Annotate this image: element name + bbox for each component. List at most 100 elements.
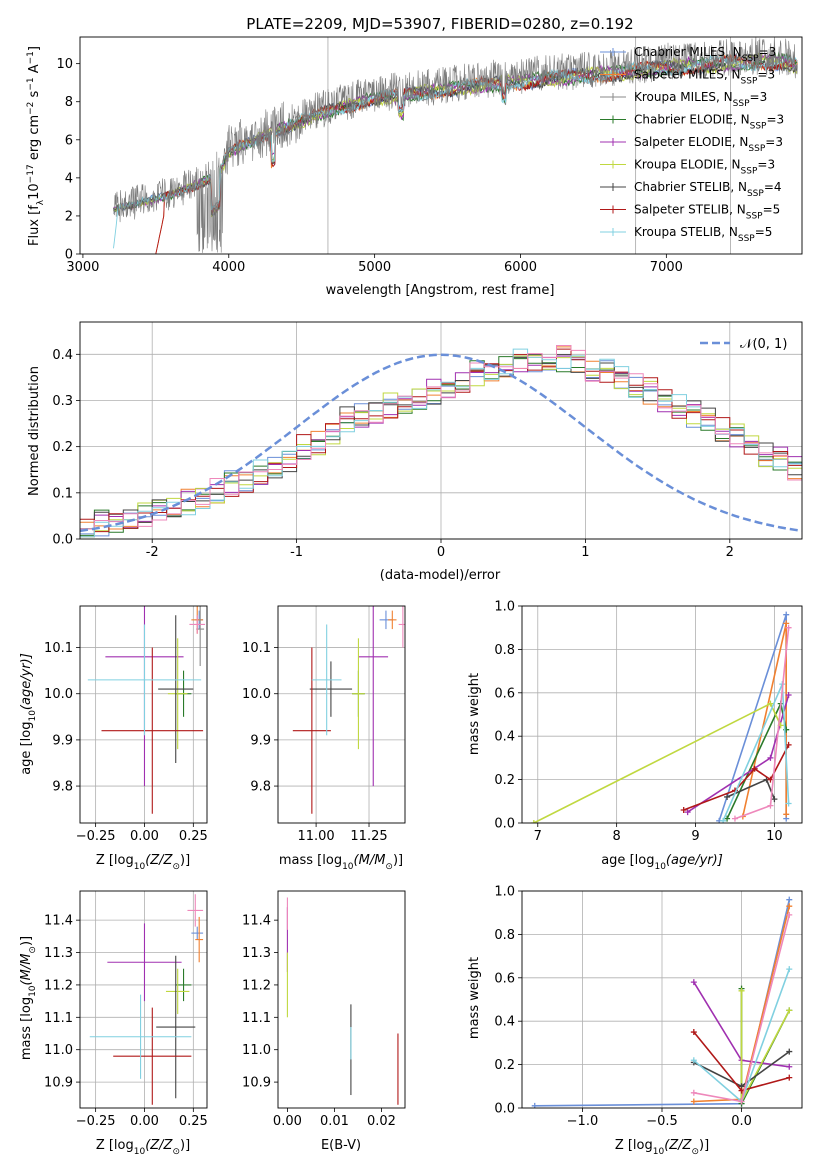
mass-vs-z-xlabel: Z [log10(Z/Z⊙)] [96,1138,190,1157]
weight-vs-z-panel-point-marker [690,1098,697,1105]
spectrum-legend-entry-part: =4 [764,180,782,194]
weight-vs-age-xlabel-part: age [log [601,853,654,868]
mass-vs-z-panel-ytick-label: 11.3 [44,946,73,961]
spectrum-title: PLATE=2209, MJD=53907, FIBERID=0280, z=0… [246,15,633,33]
spectrum-panel-xtick-label: 7000 [650,260,683,275]
spectrum-ylabel-part: A [27,64,42,77]
spectrum-ylabel-part: −1 [26,51,36,64]
mass-vs-ebv-panel-ytick-label: 11.4 [242,914,271,929]
age-vs-z-panel-ytick-label: 9.8 [52,780,73,795]
age-vs-mass-panel: 11.00 11.25 9.8 9.9 10.0 10.1 [242,606,405,844]
spectrum-legend-entry: Chabrier ELODIE, NSSP=3 [634,113,784,132]
age-vs-z-panel-frame [79,605,208,824]
spectrum-legend-entry-part: =3 [766,113,784,127]
mass-vs-z-ylabel-part: ⊙ [28,946,38,954]
residual-panel-frame [79,321,803,540]
weight-vs-z-panel: −1.0 −0.5 0.0 0.0 0.2 0.4 0.6 0.8 1.0 [494,885,802,1129]
spectrum-legend-entry-part: SSP [750,122,767,132]
mass-vs-z-ylabel-part: 10 [28,985,38,997]
mass-vs-z-xlabel-part: (Z/Z [145,1138,173,1153]
weight-vs-age-panel-point-marker [724,793,731,800]
age-vs-z-panel-xtick-label: 0.00 [130,829,159,844]
age-vs-z-panel-xtick-label: 0.25 [179,829,208,844]
residual-panel-xtick-label: -2 [146,545,159,560]
weight-vs-age-panel-point-marker [767,754,774,761]
spectrum-panel-ytick-label: 2 [65,209,73,224]
mass-vs-z-panel: −0.25 0.00 0.25 10.9 11.0 11.1 11.2 11.3 11.4 [44,891,208,1129]
mass-vs-z-ylabel-part: mass [log [19,997,34,1060]
spectrum-legend-entry-part: =3 [765,135,783,149]
residual-panel-xtick-label: 0 [437,545,445,560]
residual-legend-entry: 𝒩(0, 1) [740,337,787,352]
spectrum-ylabel-part: −2 [26,102,36,115]
age-vs-z-panel: −0.25 0.00 0.25 9.8 9.9 10.0 10.1 [44,606,208,844]
residual-xlabel: (data-model)/error [380,568,501,583]
spectrum-ylabel-part: erg cm [27,115,42,164]
spectrum-legend-entry: Salpeter ELODIE, NSSP=3 [634,135,783,154]
residual-panel-xtick-label: -1 [290,545,303,560]
spectrum-legend-entry: Kroupa STELIB, NSSP=5 [634,225,772,244]
weight-vs-z-panel-point-marker [786,966,793,973]
spectrum-ylabel-part: 10 [27,183,42,200]
weight-vs-age-panel-point-marker [751,765,758,772]
mass-vs-z-panel-ytick-label: 11.2 [44,978,73,993]
mass-vs-z-panel-ytick-label: 11.0 [44,1043,73,1058]
weight-vs-z-panel-point-marker [786,1048,793,1055]
spectrum-panel-ytick-label: 10 [56,57,73,72]
spectrum-legend-entry-part: SSP [738,234,755,244]
weight-vs-z-panel-point-marker [738,1098,745,1105]
residual-panel-xtick-label: 1 [581,545,589,560]
age-vs-mass-xlabel: mass [log10(M/M⊙)] [279,853,403,872]
age-vs-z-panel-ytick-label: 10.1 [44,641,73,656]
weight-vs-age-panel: 7 8 9 10 0.0 0.2 0.4 0.6 0.8 1.0 [494,600,802,844]
age-vs-mass-xlabel-part: 10 [342,862,354,872]
weight-vs-z-xlabel-part: Z [log [615,1138,653,1153]
weight-vs-z-xlabel-part: 10 [653,1147,665,1157]
spectrum-legend-entry-part: Chabrier ELODIE, N [634,113,750,127]
weight-vs-z-panel-point-marker [690,1057,697,1064]
age-vs-mass-xlabel-part: )] [393,853,403,868]
age-vs-z-xlabel-part: )] [180,853,190,868]
mass-vs-z-panel-xtick-label: −0.25 [76,1114,116,1129]
weight-vs-age-panel-point-marker [680,806,687,813]
residual-ylabel: Normed distribution [27,366,42,496]
spectrum-legend-entry: Salpeter STELIB, NSSP=5 [634,203,780,222]
spectrum-legend-entry-part: SSP [748,144,765,154]
normal-curve [80,353,802,533]
mass-vs-ebv-panel-ytick-label: 11.0 [242,1043,271,1058]
spectrum-legend-entry-part: =3 [757,158,775,172]
weight-vs-z-panel-point-marker [690,979,697,986]
residual-panel-ytick-label: 0.2 [52,440,73,455]
mass-vs-z-panel-ytick-label: 10.9 [44,1076,73,1091]
mass-vs-z-xlabel-part: 10 [134,1147,146,1157]
mass-vs-ebv-panel-xtick-label: 0.00 [273,1114,302,1129]
spectrum-ylabel-part: Flux [f [27,205,42,246]
age-vs-mass-panel-xtick-label: 11.00 [297,829,334,844]
weight-vs-age-panel-point-marker [767,700,774,707]
weight-vs-z-panel-plot-area [531,896,793,1108]
weight-vs-z-panel-point-marker [786,896,793,903]
spectrum-legend-entry: Salpeter MILES, NSSP=3 [634,68,775,87]
spectrum-xlabel: wavelength [Angstrom, rest frame] [326,283,555,298]
mass-vs-ebv-panel-frame [277,890,406,1109]
weight-vs-z-panel-ytick-label: 1.0 [494,885,515,900]
spectrum-legend-entry-part: Kroupa ELODIE, N [634,158,741,172]
age-vs-z-panel-ytick-label: 9.9 [52,733,73,748]
weight-vs-z-panel-point-marker [786,1007,793,1014]
spectrum-ylabel: Flux [fλ10−17 erg cm−2 s−1 A−1] [26,46,46,246]
weight-vs-age-panel-series-line [722,683,790,822]
weight-vs-z-panel-xtick-label: −0.5 [646,1114,678,1129]
age-vs-mass-xlabel-part: ⊙ [385,862,393,872]
spectrum-ylabel-part: λ [36,199,46,205]
age-vs-z-xlabel-part: 10 [134,862,146,872]
spectrum-ylabel-part: ] [27,46,42,51]
weight-vs-z-panel-point-marker [786,911,793,918]
weight-vs-age-panel-point-marker [785,624,792,631]
residual-panel-plot-area [80,345,802,538]
age-vs-z-xlabel-part: Z [log [96,853,134,868]
weight-vs-age-panel-point-marker [785,691,792,698]
spectrum-legend-entry-part: =5 [755,225,773,239]
weight-vs-age-panel-ytick-label: 0.6 [494,686,515,701]
weight-vs-age-panel-point-marker [771,796,778,803]
